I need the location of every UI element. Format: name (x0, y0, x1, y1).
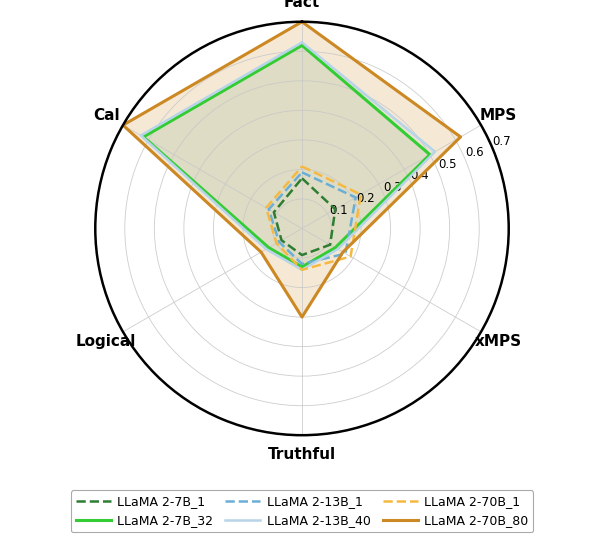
Polygon shape (143, 45, 430, 267)
Polygon shape (123, 22, 461, 317)
Polygon shape (141, 42, 435, 270)
Legend: LLaMA 2-7B_1, LLaMA 2-7B_32, LLaMA 2-13B_1, LLaMA 2-13B_40, LLaMA 2-70B_1, LLaMA: LLaMA 2-7B_1, LLaMA 2-7B_32, LLaMA 2-13B… (71, 490, 533, 533)
